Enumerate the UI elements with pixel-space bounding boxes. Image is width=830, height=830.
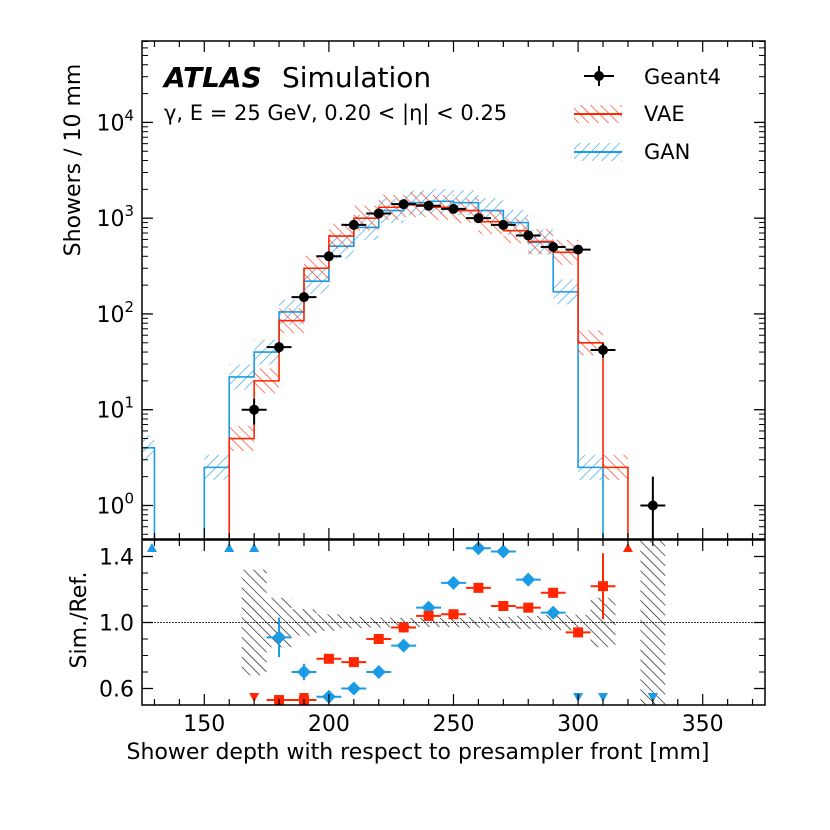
vae-ratio-point-11	[548, 587, 559, 598]
gan-overflow-marker-1	[224, 543, 235, 552]
y-tick-label-top-0: 100	[96, 489, 134, 519]
y-tick-label-top-3: 103	[96, 202, 134, 232]
x-tick-label-4: 350	[682, 712, 724, 737]
legend-label-vae: VAE	[644, 102, 685, 126]
geant4-point-10	[498, 219, 509, 230]
x-tick-label-3: 300	[557, 712, 599, 737]
vae-overflow-marker-7	[622, 543, 633, 552]
legend-vae: VAE	[574, 102, 685, 126]
chart-subtitle: γ, E = 25 GeV, 0.20 < |η| < 0.25	[164, 101, 507, 126]
gan-ratio-point-0	[272, 630, 287, 645]
geant4-point-11	[523, 230, 534, 241]
vae-overflow-marker-4	[298, 693, 309, 702]
gan-overflow-marker-6	[598, 693, 609, 702]
gan-ratio-point-7	[446, 575, 461, 590]
vae-ratio-point-7	[448, 609, 459, 620]
gan-ratio-point-8	[471, 541, 486, 556]
geant4-point-2	[298, 292, 309, 303]
geant4-point-9	[473, 213, 484, 224]
legend-gan: GAN	[574, 140, 690, 164]
x-axis-label: Shower depth with respect to presampler …	[127, 740, 710, 765]
x-tick-label-2: 250	[433, 712, 475, 737]
gan-ratio-point-1	[296, 665, 311, 679]
vae-ratio-point-2	[323, 653, 334, 664]
y-tick-label-top-4: 104	[96, 106, 134, 136]
gan-ratio-point-9	[496, 544, 511, 559]
main-panel: 100 101 102 103 104	[96, 40, 766, 540]
gan-overflow-marker-9	[647, 693, 658, 702]
gan-ratio-point-11	[546, 605, 561, 620]
legend-label-geant4: Geant4	[644, 65, 721, 89]
x-tick-label-0: 150	[183, 712, 225, 737]
geant4-point-15	[647, 500, 658, 511]
geant4-point-8	[448, 203, 459, 214]
geant4-point-7	[423, 200, 434, 211]
gan-ratio-point-5	[396, 638, 411, 653]
vae-ratio-point-10	[523, 602, 534, 613]
y-tick-label-top-1: 101	[96, 394, 134, 424]
vae-ratio-point-4	[373, 634, 384, 644]
vae-overflow-marker-3	[249, 693, 260, 702]
vae-ratio-point-13	[598, 581, 609, 592]
y-axis-label-top: Showers / 10 mm	[61, 64, 86, 257]
vae-ratio-point-9	[498, 601, 509, 611]
x-tick-label-1: 200	[308, 712, 350, 737]
vae-ratio-point-3	[348, 657, 359, 668]
chart-title: ATLAS	[162, 61, 262, 94]
y-tick-label-bottom-0: 0.6	[99, 678, 134, 703]
geant4-point-12	[548, 242, 559, 253]
vae-ratio-point-6	[423, 610, 434, 621]
vae-ratio-point-5	[398, 622, 409, 633]
geant4-point-13	[573, 244, 584, 255]
legend-label-gan: GAN	[644, 140, 690, 164]
geant4-point-0	[249, 404, 260, 415]
y-tick-label-bottom-2: 1.4	[99, 546, 134, 571]
geant4-point-5	[373, 208, 384, 219]
y-tick-label-bottom-1: 1.0	[99, 612, 134, 637]
chart-title-suffix: Simulation	[282, 61, 431, 94]
gan-overflow-marker-0	[146, 543, 157, 552]
geant4-point-4	[348, 219, 359, 230]
geant4-point-6	[398, 199, 409, 210]
y-tick-label-top-2: 102	[96, 298, 134, 328]
vae-ratio-point-8	[473, 582, 484, 593]
y-axis-label-bottom: Sim./Ref.	[67, 572, 92, 669]
geant4-point-3	[323, 251, 334, 262]
vae-ratio-point-12	[573, 627, 584, 638]
gan-overflow-marker-2	[249, 543, 260, 552]
geant4-point-1	[274, 342, 285, 353]
gan-ratio-point-4	[371, 665, 386, 679]
gan-ratio-point-10	[521, 572, 536, 587]
geant4-point-14	[598, 345, 609, 356]
ratio-panel: 0.6 1.0 1.4 150 200 250 300 350	[99, 539, 766, 737]
gan-ratio-point-3	[346, 681, 361, 696]
legend-geant4: Geant4	[584, 65, 721, 89]
legend: Geant4 VAE GAN	[574, 65, 721, 164]
